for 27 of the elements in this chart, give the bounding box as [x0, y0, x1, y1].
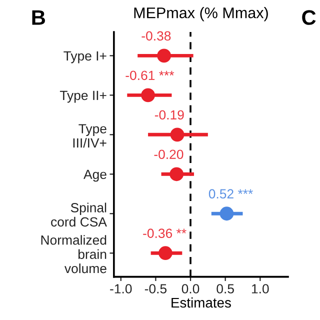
text: C [302, 10, 316, 25]
x-tick-label: 0.5 [216, 284, 234, 294]
y-tick-label: Type I+ [64, 51, 106, 64]
y-tick-label: Spinal cord CSA [51, 202, 107, 227]
y-tick-label: Type II+ [60, 90, 106, 103]
x-tick-label: 0.0 [182, 284, 200, 294]
y-tick-label: Type III/IV+ [73, 124, 106, 148]
point [170, 167, 184, 182]
data-label: -0.61 *** [126, 70, 174, 80]
x-tick-label: -0.5 [144, 284, 167, 294]
text: B [32, 10, 45, 25]
x-tick-label: -1.0 [110, 284, 132, 294]
point [157, 48, 171, 63]
point [170, 128, 184, 142]
data-label: 0.52 *** [208, 189, 253, 199]
y-tick-label: Age [84, 170, 106, 182]
y-tick-label: Normalized brain volume [41, 235, 106, 274]
chart-title: MEPmax (% Mmax) [134, 7, 268, 22]
point [220, 206, 234, 221]
data-label: -0.38 [142, 31, 171, 41]
x-axis-title: Estimates [172, 297, 231, 308]
data-label: -0.36 ** [143, 228, 186, 238]
data-label: -0.19 [154, 110, 184, 120]
x-tick-label: 1.0 [252, 284, 269, 294]
point [158, 246, 172, 260]
data-label: -0.20 [154, 150, 184, 160]
point [141, 88, 155, 102]
